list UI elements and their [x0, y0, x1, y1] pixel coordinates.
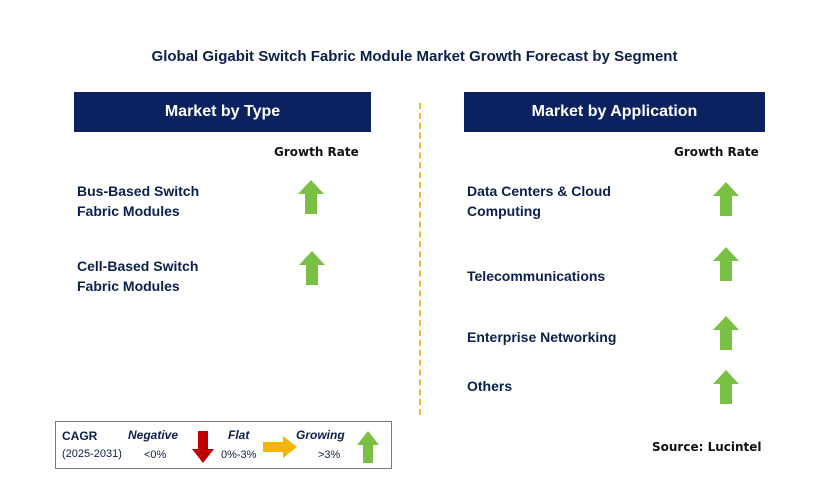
segment-label-enterprise-networking: Enterprise Networking: [467, 329, 617, 345]
panel-divider: [419, 103, 421, 415]
growing-arrow-icon: [298, 180, 324, 214]
orange-right-arrow-icon: [263, 436, 297, 458]
legend-negative-range: <0%: [144, 449, 167, 461]
chart-title: Global Gigabit Switch Fabric Module Mark…: [151, 48, 678, 65]
cagr-legend: CAGR (2025-2031) Negative <0% Flat 0%-3%…: [55, 421, 392, 469]
segment-label-telecommunications: Telecommunications: [467, 268, 606, 284]
red-down-arrow-icon: [192, 431, 214, 463]
source-label: Source: Lucintel: [652, 440, 762, 454]
growing-arrow-icon: [713, 247, 739, 281]
segment-label-bus-based: Bus-Based Switch Fabric Modules: [77, 183, 200, 219]
growing-arrow-icon: [713, 370, 739, 404]
segment-label-others: Others: [467, 378, 513, 394]
legend-flat-range: 0%-3%: [221, 449, 257, 461]
growing-arrow-icon: [713, 182, 739, 216]
legend-growing-range: >3%: [318, 449, 341, 461]
growing-arrow-icon: [299, 251, 325, 285]
segment-label-data-centers: Data Centers & Cloud Computing: [467, 183, 611, 219]
growth-rate-label-application: Growth Rate: [674, 145, 759, 159]
growth-rate-label-type: Growth Rate: [274, 145, 359, 159]
growing-arrow-icon: [713, 316, 739, 350]
segment-label-cell-based: Cell-Based Switch Fabric Modules: [77, 258, 199, 294]
panel-header-application: Market by Application: [464, 92, 765, 132]
legend-cagr-label: CAGR: [62, 429, 98, 443]
green-up-arrow-icon: [357, 431, 379, 463]
legend-years-label: (2025-2031): [62, 448, 122, 460]
legend-flat-label: Flat: [228, 428, 250, 442]
legend-growing-label: Growing: [296, 428, 345, 442]
legend-negative-label: Negative: [128, 428, 179, 442]
panel-header-type: Market by Type: [74, 92, 371, 132]
